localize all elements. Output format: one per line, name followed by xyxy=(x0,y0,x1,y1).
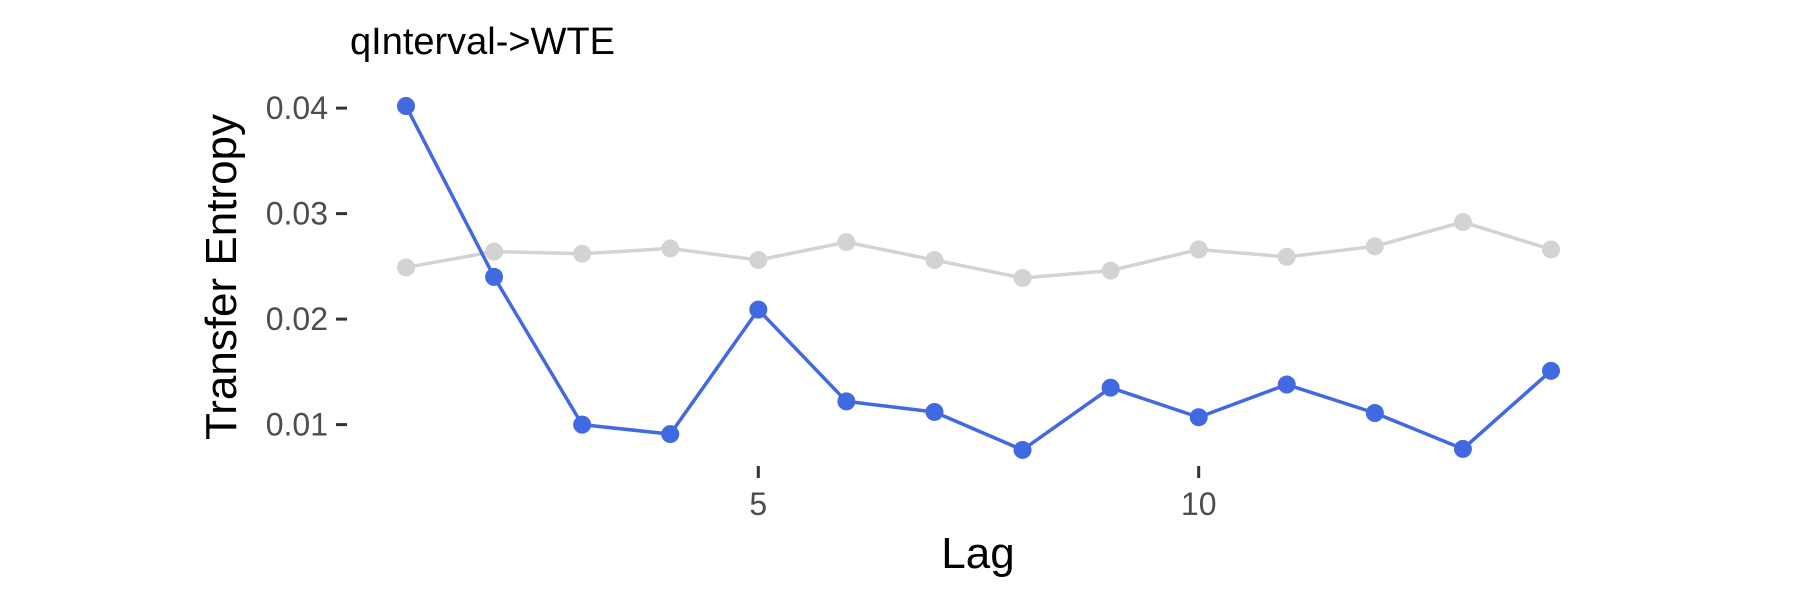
series-2-point xyxy=(661,425,680,444)
series-1-point xyxy=(1453,213,1472,232)
chart-title: qInterval->WTE xyxy=(350,21,615,63)
series-1-point xyxy=(925,251,944,270)
series-1-point xyxy=(837,233,856,252)
y-tick-label: 0.01 xyxy=(266,407,328,443)
series-1-point xyxy=(1542,240,1560,259)
series-2-point xyxy=(1013,440,1032,459)
x-tick-label: 10 xyxy=(1181,486,1217,522)
series-2-point xyxy=(1189,408,1208,427)
y-tick-label: 0.03 xyxy=(266,196,328,232)
series-2-point xyxy=(925,402,944,421)
series-2-point xyxy=(1542,361,1560,380)
series-2-point xyxy=(397,97,415,115)
series-2-point xyxy=(1365,404,1384,423)
series-2-point xyxy=(1101,378,1120,397)
y-axis: 0.01 0.02 0.03 0.04 xyxy=(266,90,347,443)
series-1-point xyxy=(573,244,592,263)
series-2-point xyxy=(485,267,504,286)
y-tick-label: 0.02 xyxy=(266,301,328,337)
series-1-point xyxy=(485,242,504,261)
series-2-point xyxy=(1277,375,1296,394)
x-tick-label: 5 xyxy=(749,486,767,522)
series-2-point xyxy=(837,392,856,411)
x-axis-title: Lag xyxy=(941,529,1014,578)
plot-area xyxy=(397,97,1560,459)
series-1-point xyxy=(1277,247,1296,266)
series-2-point xyxy=(749,300,768,319)
y-tick-label: 0.04 xyxy=(266,90,328,126)
series-1-point xyxy=(749,251,768,270)
series-1-point xyxy=(1365,237,1384,256)
series-1-point xyxy=(1101,261,1120,280)
series-2-point xyxy=(573,415,592,434)
series-1-point xyxy=(661,239,680,258)
y-axis-title: Transfer Entropy xyxy=(197,114,246,440)
series-line-1 xyxy=(405,220,1552,280)
series-2-point xyxy=(1453,439,1472,458)
series-line-2 xyxy=(404,105,1553,452)
series-1-point xyxy=(1013,268,1032,287)
series-1-point xyxy=(397,258,415,277)
series-1-point xyxy=(1189,240,1208,259)
x-axis: 5 10 xyxy=(749,466,1216,522)
